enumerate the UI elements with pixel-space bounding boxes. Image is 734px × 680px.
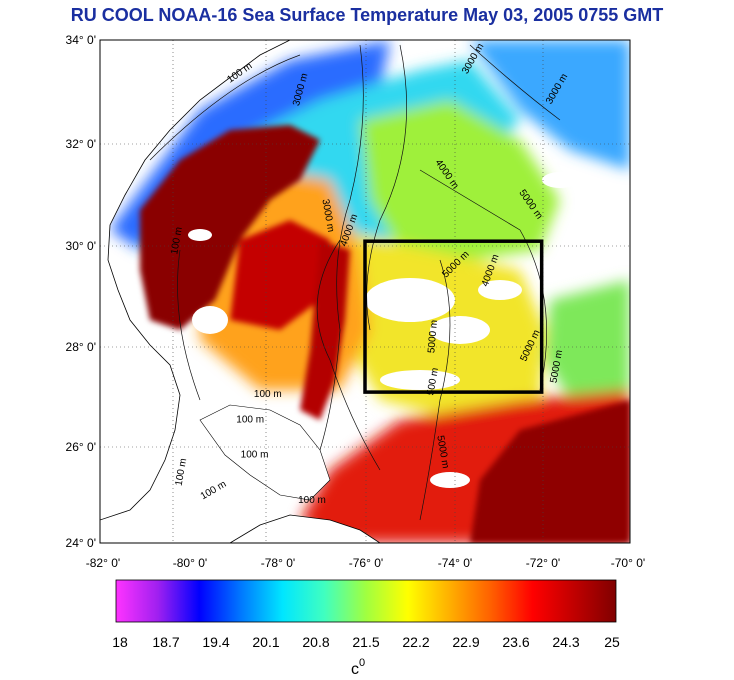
sst-south-core <box>470 400 630 543</box>
colorbar-tick-label: 22.2 <box>402 634 429 650</box>
colorbar-tick-label: 18 <box>112 634 128 650</box>
contour-line <box>316 239 381 471</box>
colorbar-tick-label: 24.3 <box>552 634 579 650</box>
lon-tick-label: -76° 0' <box>349 556 383 570</box>
cloud-patch <box>192 306 228 334</box>
contour-line <box>419 259 451 521</box>
cloud-patch <box>478 280 522 300</box>
contour-line <box>419 169 547 391</box>
cloud-patch <box>542 172 578 188</box>
land-bahamas <box>199 404 331 501</box>
contour-line <box>149 54 301 161</box>
contour-label: 100 m <box>241 449 269 460</box>
lon-tick-label: -80° 0' <box>173 556 207 570</box>
sst-gulfstream <box>300 240 350 420</box>
sst-east-cool <box>470 40 630 170</box>
contour-label: 100 m <box>254 389 282 400</box>
colorbar-tick-label: 19.4 <box>202 634 229 650</box>
cloud-patch <box>365 278 455 322</box>
contour-line <box>469 44 561 121</box>
colorbar-ticks: 18 18.7 19.4 20.1 20.8 21.5 22.2 22.9 23.6 24.3 25 <box>112 634 620 650</box>
map-frame <box>99 39 631 544</box>
colorbar-tick-label: 21.5 <box>352 634 379 650</box>
colorbar-tick-label: 22.9 <box>452 634 479 650</box>
colorbar-unit-sup: 0 <box>359 657 365 669</box>
cloud-patch <box>430 316 490 344</box>
contour-label: 100 m <box>174 458 190 487</box>
contour-line <box>177 249 201 401</box>
lon-tick-label: -72° 0' <box>526 556 560 570</box>
cloud-patch <box>188 229 212 241</box>
lat-tick-label: 34° 0' <box>66 33 96 47</box>
study-area-box <box>363 239 544 394</box>
colorbar-tick-label: 18.7 <box>152 634 179 650</box>
colorbar-tick-label: 23.6 <box>502 634 529 650</box>
contour-label: 100 m <box>298 495 326 506</box>
colorbar-unit-base: c <box>351 661 359 678</box>
contour-label: 100 m <box>236 414 264 425</box>
contour-label: 5000 m <box>426 319 440 353</box>
colorbar-ramp <box>115 579 617 623</box>
colorbar-unit: c0 <box>351 657 365 678</box>
map-title: RU COOL NOAA-16 Sea Surface Temperature … <box>70 5 664 25</box>
longitude-axis: -82° 0' -80° 0' -78° 0' -76° 0' -74° 0' … <box>86 556 645 570</box>
sst-southeast-green <box>545 280 630 420</box>
land-southeast-us <box>100 40 291 521</box>
lat-tick-label: 32° 0' <box>66 137 96 151</box>
lon-tick-label: -70° 0' <box>611 556 645 570</box>
contour-line <box>319 44 364 451</box>
sst-warm-core <box>140 125 320 330</box>
sst-field <box>100 40 630 543</box>
lat-tick-label: 26° 0' <box>66 440 96 454</box>
cloud-patch <box>380 370 460 390</box>
lat-tick-label: 28° 0' <box>66 340 96 354</box>
contour-label: 100 m <box>169 226 185 255</box>
lat-tick-label: 30° 0' <box>66 239 96 253</box>
lat-tick-label: 24° 0' <box>66 536 96 550</box>
cloud-patch <box>430 472 470 488</box>
lon-tick-label: -74° 0' <box>438 556 472 570</box>
colorbar-tick-label: 25 <box>604 634 620 650</box>
latitude-axis: 34° 0' 32° 0' 30° 0' 28° 0' 26° 0' 24° 0… <box>66 33 96 550</box>
colorbar: 18 18.7 19.4 20.1 20.8 21.5 22.2 22.9 23.6 24.3 25… <box>112 579 620 678</box>
colorbar-tick-label: 20.8 <box>302 634 329 650</box>
cloud-mask <box>188 172 578 488</box>
bathymetry-contours <box>149 44 561 521</box>
land-cuba <box>229 514 381 543</box>
sst-warm-core-2 <box>230 220 330 330</box>
contour-label: 500 m <box>425 367 441 396</box>
colorbar-tick-label: 20.1 <box>252 634 279 650</box>
lon-tick-label: -78° 0' <box>261 556 295 570</box>
lon-tick-label: -82° 0' <box>86 556 120 570</box>
sst-green-band <box>360 100 560 260</box>
